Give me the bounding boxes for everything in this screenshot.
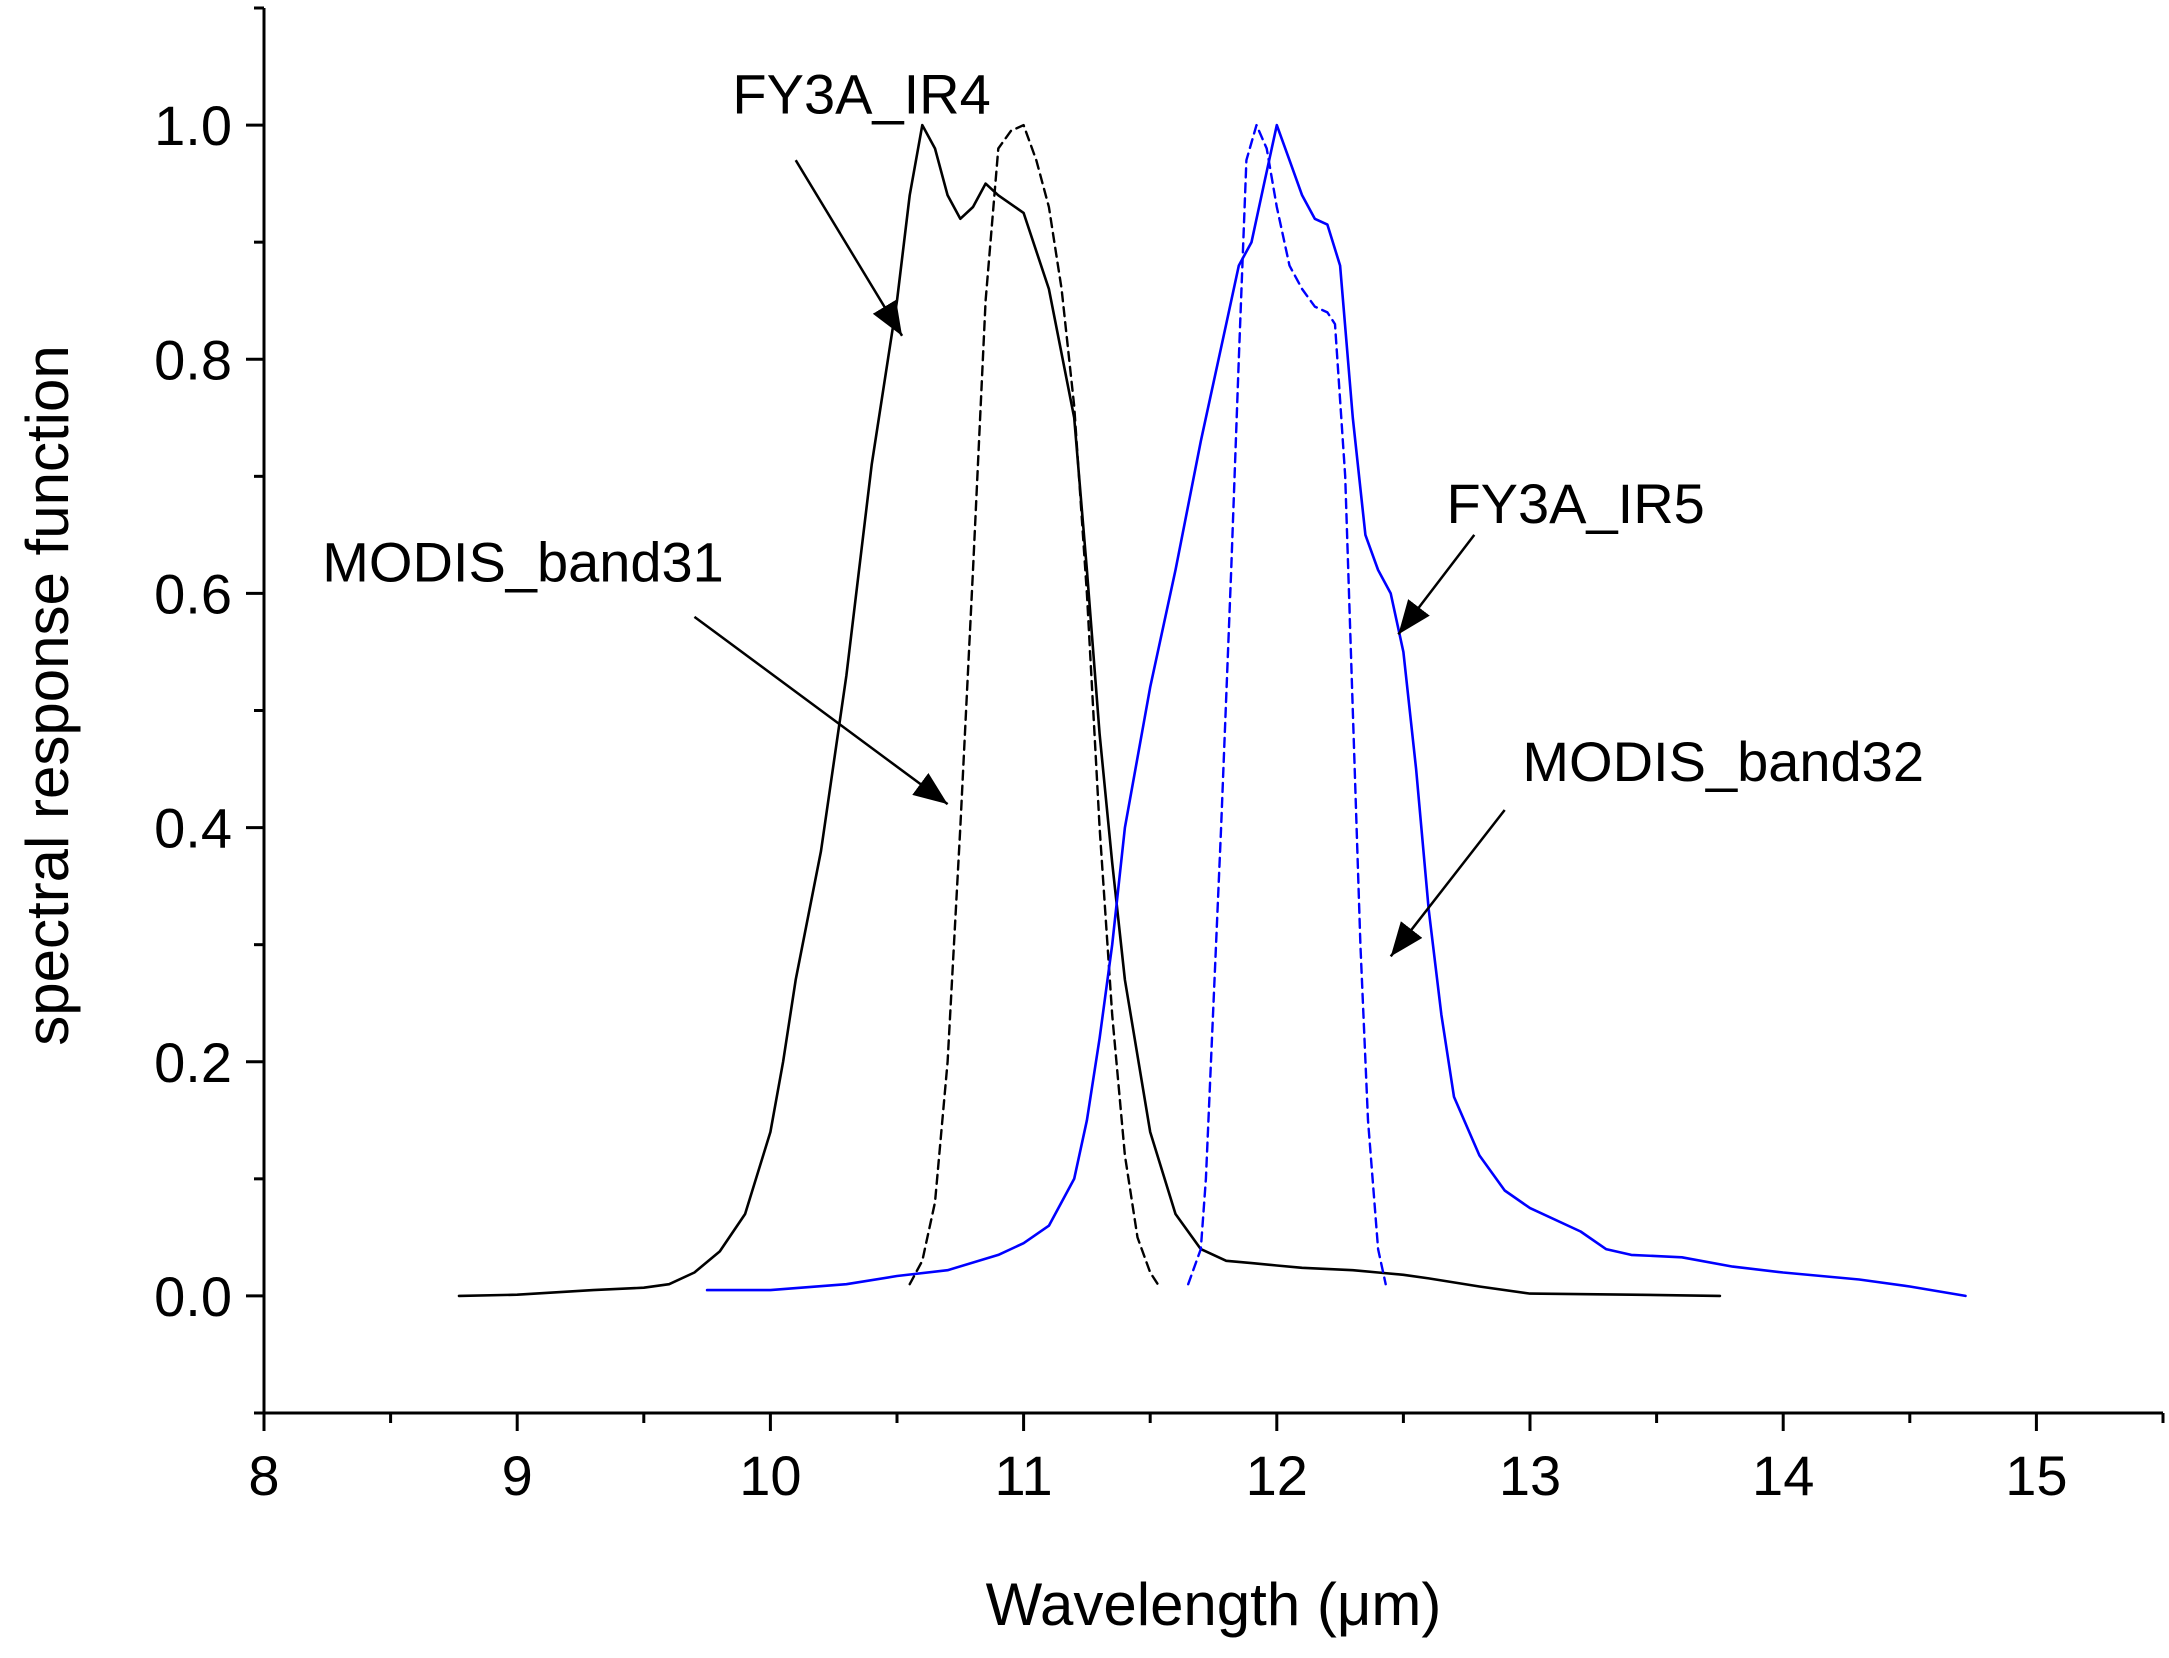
x-tick-label: 11 — [995, 1444, 1053, 1507]
series-fy3a-ir5-line — [705, 123, 1967, 1298]
x-tick-label: 10 — [739, 1444, 801, 1507]
x-tick-label: 9 — [502, 1444, 533, 1507]
x-tick-label: 8 — [248, 1444, 279, 1507]
x-tick-label: 12 — [1246, 1444, 1308, 1507]
annotations: FY3A_IR4 MODIS_band31 FY3A_IR5 MODIS_band32 — [322, 62, 1924, 958]
y-tick-label: 0.2 — [154, 1031, 232, 1094]
y-tick-label: 0.8 — [154, 328, 232, 391]
series-modis-band32-line — [1187, 123, 1387, 1286]
annotation-arrow-fy3a-ir4 — [794, 159, 904, 337]
annotation-label-fy3a-ir5: FY3A_IR5 — [1446, 472, 1704, 535]
y-tick-label: 1.0 — [154, 94, 232, 157]
axes: 8 9 10 11 12 13 14 15 0.0 0.2 0.4 0.6 0.8 1.0 — [154, 6, 2165, 1507]
y-tick-label: 0.0 — [154, 1265, 232, 1328]
x-tick-label: 14 — [1752, 1444, 1814, 1507]
y-axis-label: spectral response function — [14, 345, 81, 1045]
x-tick-label: 13 — [1499, 1444, 1561, 1507]
annotation-label-fy3a-ir4: FY3A_IR4 — [732, 62, 990, 125]
annotation-arrow-modis-band31 — [693, 615, 949, 806]
annotation-arrow-fy3a-ir5 — [1397, 534, 1476, 636]
x-tick-label: 15 — [2005, 1444, 2067, 1507]
series-modis-band31-line — [908, 123, 1159, 1286]
y-tick-label: 0.4 — [154, 797, 232, 860]
x-axis-label: Wavelength (μm) — [986, 1571, 1442, 1638]
series-lines — [457, 123, 1967, 1298]
series-fy3a-ir4-line — [457, 123, 1722, 1298]
annotation-arrow-modis-band32 — [1389, 809, 1506, 958]
annotation-label-modis-band31: MODIS_band31 — [322, 531, 724, 594]
y-tick-label: 0.6 — [154, 562, 232, 625]
annotation-label-modis-band32: MODIS_band32 — [1522, 730, 1924, 793]
